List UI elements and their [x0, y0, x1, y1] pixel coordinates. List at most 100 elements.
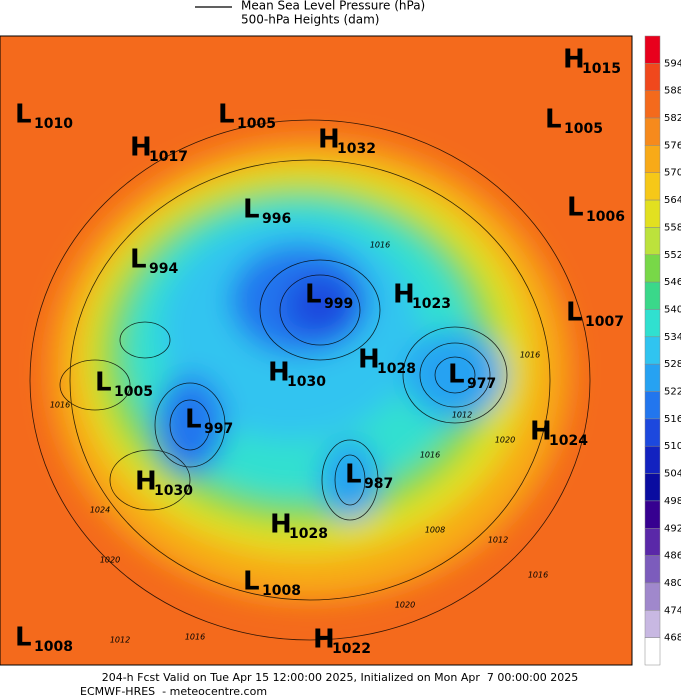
- center-letter: H: [313, 625, 335, 655]
- colorbar-box: [644, 637, 661, 666]
- center-value: 997: [204, 421, 233, 437]
- center-value: 994: [149, 261, 178, 277]
- center-value: 1008: [262, 583, 301, 599]
- colorbar-box: [644, 90, 661, 119]
- center-letter: L: [448, 360, 465, 390]
- colorbar-label: 570: [664, 168, 681, 179]
- center-value: 1032: [337, 141, 376, 157]
- center-letter: L: [545, 105, 562, 135]
- center-letter: H: [358, 345, 380, 375]
- colorbar-label: 522: [664, 387, 681, 398]
- colorbar-box: [644, 391, 661, 420]
- colorbar-label: 474: [664, 605, 681, 616]
- center-letter: L: [567, 193, 584, 223]
- colorbar-label: 510: [664, 441, 681, 452]
- colorbar-label: 588: [664, 86, 681, 97]
- colorbar-label: 558: [664, 222, 681, 233]
- contour-label: 1008: [425, 526, 445, 535]
- center-letter: H: [318, 125, 340, 155]
- colorbar-label: 516: [664, 414, 681, 425]
- contour-label: 1012: [452, 411, 472, 420]
- colorbar-label: 534: [664, 332, 681, 343]
- contour-label: 1016: [370, 241, 390, 250]
- center-value: 1010: [34, 116, 73, 132]
- center-letter: L: [243, 195, 260, 225]
- center-value: 1008: [34, 639, 73, 655]
- center-value: 1015: [582, 61, 621, 77]
- center-value: 1007: [585, 314, 624, 330]
- colorbar-box: [644, 117, 661, 146]
- map: [0, 36, 632, 665]
- colorbar-label: 594: [664, 58, 681, 69]
- colorbar-label: 540: [664, 304, 681, 315]
- footer-text: 204-h Fcst Valid on Tue Apr 15 12:00:00 …: [102, 671, 579, 684]
- center-letter: H: [270, 510, 292, 540]
- center-letter: L: [566, 298, 583, 328]
- center-letter: L: [15, 100, 32, 130]
- colorbar-box: [644, 281, 661, 310]
- center-letter: H: [530, 417, 552, 447]
- colorbar-label: 528: [664, 359, 681, 370]
- center-value: 1030: [287, 374, 326, 390]
- colorbar-box: [644, 582, 661, 611]
- colorbar-label: 582: [664, 113, 681, 124]
- colorbar-box: [644, 445, 661, 474]
- colorbar-box: [644, 309, 661, 338]
- colorbar-box: [644, 199, 661, 228]
- center-letter: L: [95, 368, 112, 398]
- colorbar-box: [644, 227, 661, 256]
- colorbar-box: [644, 145, 661, 173]
- colorbar-label: 576: [664, 140, 681, 151]
- colorbar-label: 504: [664, 469, 681, 480]
- contour-label: 1016: [420, 451, 440, 460]
- colorbar-label: 564: [664, 195, 681, 206]
- colorbar-label: 552: [664, 250, 681, 261]
- colorbar-label: 480: [664, 578, 681, 589]
- colorbar-box: [644, 418, 661, 447]
- center-value: 1005: [237, 116, 276, 132]
- legend-text: 500-hPa Heights (dam): [241, 13, 379, 27]
- center-value: 1022: [332, 641, 371, 657]
- center-value: 1024: [549, 433, 588, 449]
- center-letter: L: [345, 460, 362, 490]
- center-value: 1028: [289, 526, 328, 542]
- colorbar-box: [644, 610, 661, 638]
- contour-label: 1016: [50, 401, 70, 410]
- colorbar-box: [644, 473, 661, 502]
- center-letter: H: [130, 133, 152, 163]
- colorbar-box: [644, 254, 661, 283]
- center-value: 1005: [114, 384, 153, 400]
- center-value: 999: [324, 296, 353, 312]
- colorbar-box: [644, 528, 661, 556]
- colorbar-box: [644, 363, 661, 392]
- center-value: 1023: [412, 296, 451, 312]
- contour-label: 1020: [100, 556, 120, 565]
- colorbar-label: 486: [664, 551, 681, 562]
- colorbar-label: 492: [664, 523, 681, 534]
- center-letter: L: [130, 245, 147, 275]
- contour-label: 1020: [395, 601, 415, 610]
- center-letter: L: [243, 567, 260, 597]
- colorbar-box: [644, 555, 661, 584]
- center-letter: H: [393, 280, 415, 310]
- contour-label: 1024: [90, 506, 110, 515]
- colorbar-label: 468: [664, 633, 681, 644]
- center-letter: H: [268, 358, 290, 388]
- contour-label: 1012: [110, 636, 130, 645]
- contour-label: 1016: [520, 351, 540, 360]
- colorbar-box: [644, 35, 661, 64]
- colorbar-label: 498: [664, 496, 681, 507]
- center-letter: L: [305, 280, 322, 310]
- center-value: 996: [262, 211, 291, 227]
- center-letter: L: [15, 623, 32, 653]
- center-letter: H: [135, 467, 157, 497]
- contour-label: 1016: [185, 633, 205, 642]
- center-value: 1006: [586, 209, 625, 225]
- colorbar-label: 546: [664, 277, 681, 288]
- center-value: 1030: [154, 483, 193, 499]
- colorbar-box: [644, 63, 661, 91]
- footer-text: ECMWF-HRES - meteocentre.com: [80, 685, 267, 698]
- center-letter: H: [563, 45, 585, 75]
